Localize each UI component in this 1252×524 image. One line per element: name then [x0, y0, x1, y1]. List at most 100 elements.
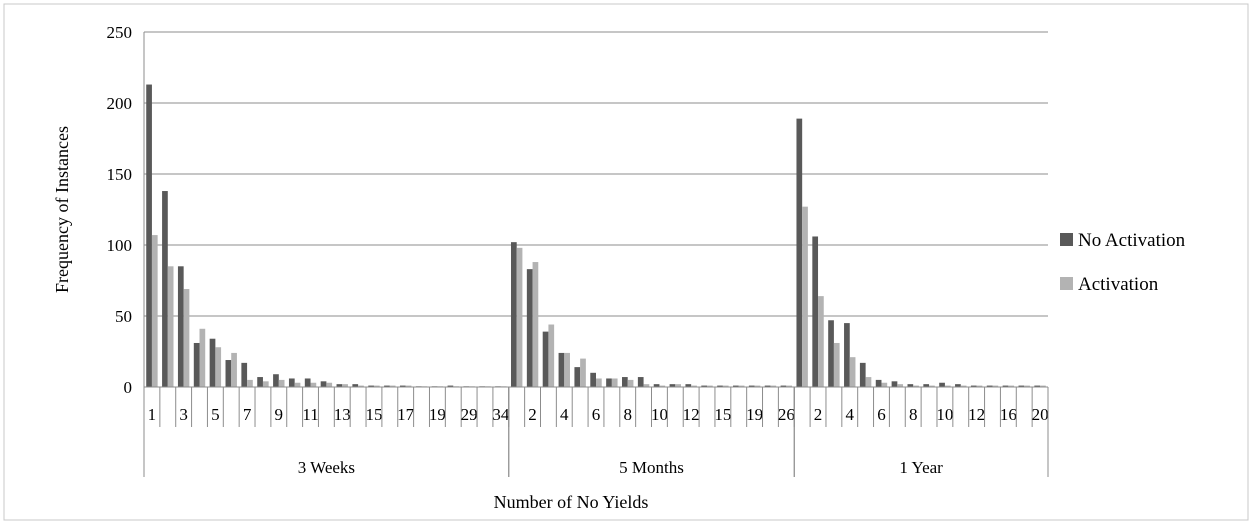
- group-label: 3 Weeks: [298, 458, 355, 477]
- y-tick-label: 250: [107, 23, 133, 42]
- bar-no-activation: [336, 384, 343, 387]
- x-tick-label: 29: [461, 405, 478, 424]
- bar-no-activation: [162, 191, 168, 387]
- bar-no-activation: [1002, 385, 1009, 387]
- bar-no-activation: [970, 385, 977, 387]
- bar-no-activation: [257, 377, 263, 387]
- bar-activation: [770, 385, 777, 387]
- bar-no-activation: [288, 378, 295, 387]
- bar-activation: [278, 379, 285, 387]
- bar-no-activation: [193, 342, 200, 387]
- bar-activation: [1008, 385, 1015, 387]
- bar-activation: [960, 385, 967, 387]
- bar-activation: [691, 385, 697, 387]
- bar-activation: [326, 382, 333, 387]
- bar-no-activation: [891, 381, 898, 387]
- legend-label: Activation: [1078, 274, 1159, 295]
- bar-no-activation: [1034, 385, 1041, 387]
- legend-swatch: [1060, 277, 1073, 290]
- x-tick-label: 6: [877, 405, 886, 424]
- bar-activation: [167, 266, 174, 387]
- x-tick-label: 10: [936, 405, 953, 424]
- bar-activation: [627, 379, 634, 387]
- bar-no-activation: [939, 382, 945, 387]
- x-tick-label: 4: [846, 405, 855, 424]
- x-tick-label: 2: [814, 405, 823, 424]
- bar-no-activation: [669, 384, 676, 387]
- bar-no-activation: [146, 84, 152, 387]
- bar-activation: [199, 328, 206, 387]
- bar-no-activation: [304, 378, 311, 387]
- bar-activation: [944, 385, 951, 387]
- x-tick-label: 3: [179, 405, 188, 424]
- bar-activation: [310, 382, 317, 387]
- bar-activation: [548, 324, 555, 387]
- x-axis-title: Number of No Yields: [494, 492, 649, 512]
- bar-no-activation: [653, 384, 660, 387]
- bar-no-activation: [875, 379, 882, 387]
- y-axis-ticks: 0 50 100 150 200 250: [107, 23, 133, 397]
- bar-activation: [373, 385, 380, 387]
- bar-activation: [1040, 385, 1046, 387]
- bar-no-activation: [447, 385, 454, 387]
- y-axis-title: Frequency of Instances: [52, 126, 72, 293]
- x-tick-label: 7: [243, 405, 252, 424]
- bar-activation: [580, 358, 586, 387]
- group-label: 1 Year: [899, 458, 943, 477]
- bar-no-activation: [241, 362, 248, 387]
- bars: [146, 84, 1046, 388]
- x-tick-label: 9: [275, 405, 284, 424]
- bar-no-activation: [225, 360, 232, 387]
- bar-activation: [881, 382, 888, 387]
- bar-activation: [262, 381, 269, 387]
- bar-no-activation: [733, 385, 739, 387]
- x-tick-label: 15: [365, 405, 382, 424]
- bar-no-activation: [748, 385, 755, 387]
- bar-no-activation: [685, 384, 692, 387]
- x-tick-label: 16: [1000, 405, 1017, 424]
- bar-activation: [929, 385, 935, 387]
- bar-no-activation: [796, 118, 803, 388]
- bar-activation: [833, 342, 840, 387]
- bar-no-activation: [844, 323, 850, 387]
- bar-no-activation: [717, 385, 723, 387]
- bar-activation: [342, 384, 348, 387]
- bar-activation: [183, 289, 190, 387]
- bar-activation: [596, 378, 602, 387]
- y-tick-label: 150: [107, 165, 133, 184]
- bar-activation: [897, 384, 904, 387]
- bar-no-activation: [352, 384, 359, 387]
- bar-no-activation: [907, 384, 914, 387]
- group-label: 5 Months: [619, 458, 684, 477]
- x-tick-label: 15: [714, 405, 731, 424]
- bar-no-activation: [780, 385, 787, 387]
- bar-no-activation: [384, 385, 390, 387]
- y-tick-label: 100: [107, 236, 133, 255]
- bar-no-activation: [590, 372, 596, 387]
- bar-no-activation: [622, 377, 628, 387]
- bar-activation: [675, 384, 682, 387]
- y-tick-label: 200: [107, 94, 133, 113]
- bar-no-activation: [273, 374, 279, 387]
- bar-activation: [405, 385, 412, 387]
- bar-activation: [659, 385, 666, 387]
- x-tick-label: 19: [429, 405, 446, 424]
- x-tick-label: 11: [302, 405, 318, 424]
- bar-no-activation: [209, 338, 216, 387]
- bar-activation: [786, 385, 793, 387]
- bar-no-activation: [526, 269, 533, 387]
- bar-activation: [231, 352, 237, 387]
- bar-activation: [913, 385, 919, 387]
- x-tick-label: 12: [968, 405, 985, 424]
- x-tick-label: 1: [148, 405, 157, 424]
- bar-activation: [849, 357, 856, 387]
- bar-no-activation: [574, 367, 581, 387]
- bar-no-activation: [606, 378, 612, 387]
- bar-activation: [738, 385, 745, 387]
- bar-no-activation: [986, 385, 993, 387]
- bar-no-activation: [637, 377, 644, 387]
- bar-activation: [865, 377, 872, 387]
- x-tick-label: 4: [560, 405, 569, 424]
- bar-activation: [722, 385, 729, 387]
